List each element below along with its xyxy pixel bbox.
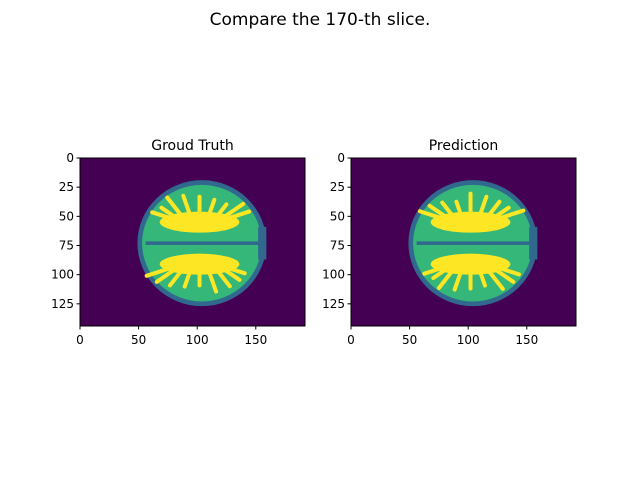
ground-truth-white-matter-gyrus (154, 264, 182, 284)
prediction-x-tick-label: 0 (347, 333, 355, 347)
ground-truth-white-matter-gyrus (212, 264, 232, 289)
ground-truth-image (80, 158, 305, 326)
prediction-midline-fissure (416, 241, 534, 245)
ground-truth-white-matter-upper (159, 211, 240, 233)
prediction-white-matter-gyrus (427, 203, 453, 222)
ground-truth-y-tick-label: 125 (51, 297, 74, 311)
prediction-white-matter-gyrus (452, 264, 465, 292)
ground-truth-x-tick-label: 100 (186, 333, 209, 347)
ground-truth-white-matter-gyrus (217, 201, 246, 222)
prediction-white-matter-gyrus (492, 208, 526, 222)
prediction-white-matter-gyrus (488, 264, 516, 284)
ground-truth-ventricle (258, 226, 267, 260)
ground-truth-white-matter-gyrus (212, 202, 229, 222)
ground-truth-white-matter-gyrus (144, 264, 178, 278)
ground-truth-x-axis: 0 50 100 150 (76, 326, 267, 347)
prediction-y-axis: 0 25 50 75 100 125 (322, 151, 351, 311)
prediction-white-matter-upper (430, 211, 511, 233)
prediction-y-tick-label: 0 (337, 151, 345, 165)
ground-truth-white-matter-gyrus (182, 264, 194, 289)
prediction-white-matter-gyrus (483, 199, 502, 222)
prediction-x-tick-label: 50 (402, 333, 417, 347)
ground-truth-y-tick-label: 75 (59, 239, 74, 253)
prediction-y-tick-label: 25 (330, 180, 345, 194)
figure-title: Compare the 170-th slice. (210, 10, 431, 30)
prediction-x-tick-label: 100 (457, 333, 480, 347)
prediction-image (351, 158, 576, 326)
ground-truth-white-matter-gyrus (150, 210, 178, 222)
prediction-axes-frame (350, 157, 577, 327)
prediction-x-axis: 0 50 100 150 (347, 326, 538, 347)
prediction-panel: Prediction 0 25 50 75 100 125 0 50 100 150 (322, 138, 577, 347)
prediction-white-matter-gyrus (431, 264, 453, 281)
ground-truth-axes-frame (79, 157, 306, 327)
prediction-white-matter-gyrus (488, 205, 511, 222)
ground-truth-white-matter-gyrus (221, 264, 247, 276)
ground-truth-white-matter-gyrus (159, 205, 182, 222)
ground-truth-midline-fissure (145, 241, 263, 245)
prediction-white-matter-gyrus (436, 264, 458, 291)
ground-truth-white-matter-gyrus (165, 195, 187, 222)
prediction-ventricle (529, 226, 538, 260)
prediction-x-tick-label: 150 (515, 333, 538, 347)
ground-truth-x-tick-label: 150 (244, 333, 267, 347)
ground-truth-panel: Groud Truth 0 25 50 75 100 125 0 50 100 150 (51, 138, 306, 347)
ground-truth-x-tick-label: 0 (76, 333, 84, 347)
ground-truth-y-tick-label: 100 (51, 268, 74, 282)
ground-truth-white-matter-gyrus (181, 193, 194, 222)
ground-truth-y-tick-label: 25 (59, 180, 74, 194)
ground-truth-y-tick-label: 0 (66, 151, 74, 165)
prediction-white-matter-gyrus (422, 264, 449, 276)
prediction-white-matter-gyrus (417, 209, 449, 222)
prediction-white-matter-gyrus (483, 264, 505, 291)
ground-truth-white-matter-gyrus (205, 264, 219, 294)
ground-truth-white-matter-gyrus (167, 264, 187, 288)
ground-truth-white-matter-lower (159, 253, 240, 275)
ground-truth-white-matter-gyrus (205, 197, 217, 222)
ground-truth-x-tick-label: 50 (131, 333, 146, 347)
prediction-y-tick-label: 50 (330, 209, 345, 223)
prediction-y-tick-label: 100 (322, 268, 345, 282)
prediction-white-matter-gyrus (476, 264, 487, 288)
prediction-white-matter-gyrus (440, 200, 458, 222)
prediction-white-matter-lower (430, 253, 511, 275)
ground-truth-y-axis: 0 25 50 75 100 125 (51, 151, 80, 311)
ground-truth-y-tick-label: 50 (59, 209, 74, 223)
prediction-white-matter-gyrus (492, 264, 521, 277)
ground-truth-white-matter-gyrus (217, 264, 242, 282)
prediction-title: Prediction (429, 138, 499, 154)
prediction-y-tick-label: 125 (322, 297, 345, 311)
prediction-white-matter-gyrus (454, 199, 465, 222)
prediction-y-tick-label: 75 (330, 239, 345, 253)
ground-truth-white-matter-gyrus (221, 209, 252, 222)
prediction-white-matter-gyrus (476, 194, 489, 222)
ground-truth-title: Groud Truth (151, 138, 234, 154)
